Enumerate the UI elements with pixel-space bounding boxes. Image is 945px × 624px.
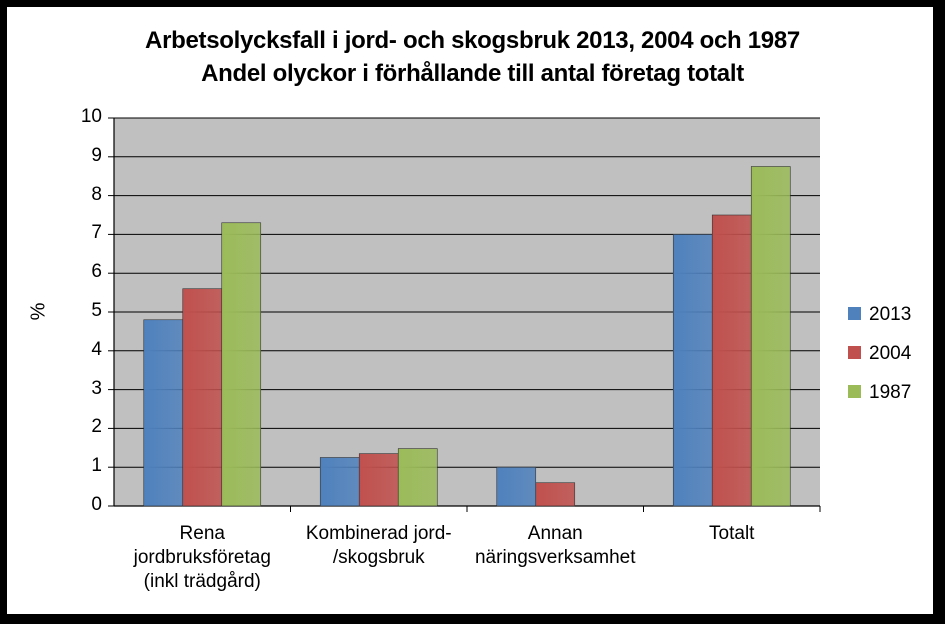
bar-2004 xyxy=(535,482,576,507)
bar-1987 xyxy=(397,448,438,507)
bar-2013 xyxy=(672,234,713,507)
y-axis-label: % xyxy=(27,302,50,321)
legend-item-2013: 2013 xyxy=(848,303,911,327)
bar-1987 xyxy=(221,222,262,507)
legend-item-2004: 2004 xyxy=(848,342,911,366)
bar-2004 xyxy=(711,214,752,507)
x-category-label: Kombinerad jord-/skogsbruk xyxy=(305,523,452,568)
x-category-label: Rena jordbruksföretag (inkl trädgård) xyxy=(133,523,271,592)
y-tick-label: 5 xyxy=(91,300,102,321)
y-tick-label: 9 xyxy=(91,144,102,166)
chart-title: Arbetsolycksfall i jord- och skogsbruk 2… xyxy=(145,27,800,54)
legend-swatch xyxy=(848,384,861,398)
legend-item-1987: 1987 xyxy=(848,381,911,405)
y-tick-label: 3 xyxy=(91,377,102,399)
bar-1987 xyxy=(750,166,791,507)
y-tick-label: 4 xyxy=(91,338,102,360)
bar-2013 xyxy=(496,466,537,507)
x-category-label: Annan näringsverksamhet xyxy=(474,523,636,568)
x-category-label: Totalt xyxy=(709,523,755,544)
y-tick-label: 7 xyxy=(91,222,102,244)
y-tick-label: 10 xyxy=(80,106,102,127)
legend-label: 2013 xyxy=(869,304,912,325)
bar-2004 xyxy=(358,453,399,507)
bar-2013 xyxy=(143,319,184,507)
y-tick-label: 1 xyxy=(91,455,102,477)
y-tick-label: 2 xyxy=(91,416,102,438)
chart-subtitle: Andel olyckor i förhållande till antal f… xyxy=(201,60,744,87)
y-tick-label: 0 xyxy=(91,494,102,515)
bar-2004 xyxy=(182,288,223,507)
legend-swatch xyxy=(848,306,861,320)
legend-label: 2004 xyxy=(869,343,912,364)
bar-2013 xyxy=(319,457,360,507)
y-tick-label: 8 xyxy=(91,183,102,205)
legend-label: 1987 xyxy=(869,382,912,403)
y-tick-label: 6 xyxy=(91,261,102,283)
legend-swatch xyxy=(848,345,861,359)
